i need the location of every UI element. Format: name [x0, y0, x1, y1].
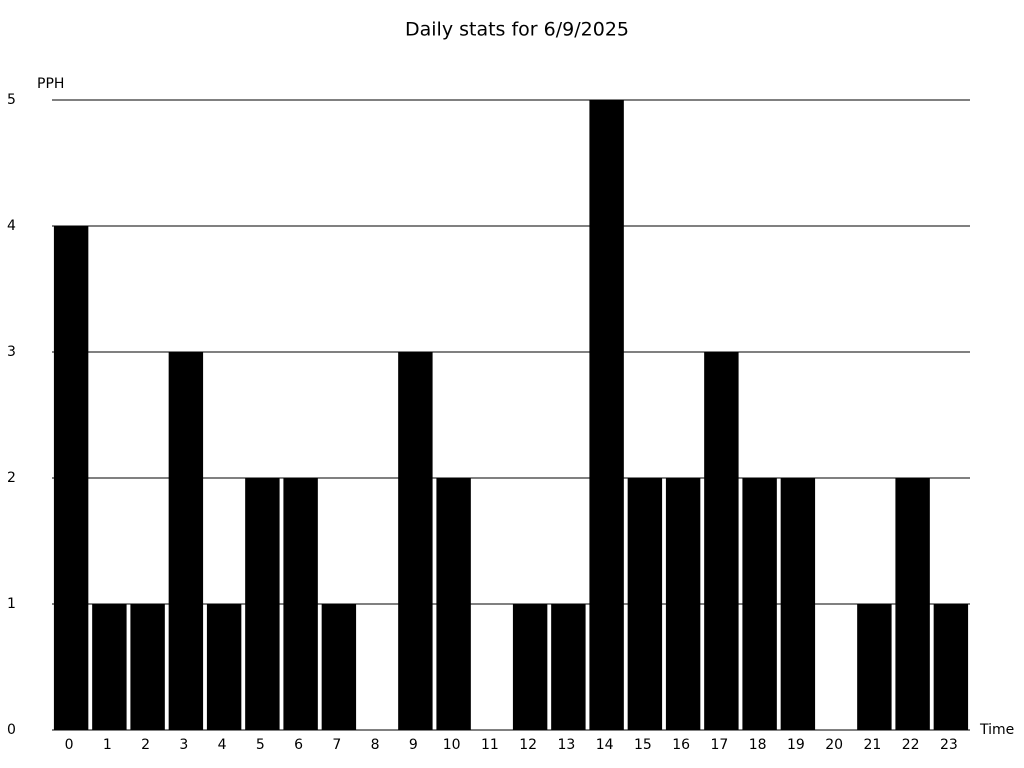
- x-tick-label: 21: [863, 737, 881, 753]
- bar: [895, 478, 930, 730]
- bar: [321, 604, 357, 730]
- x-tick-label: 1: [103, 737, 112, 753]
- bar: [589, 100, 624, 730]
- y-tick-label: 2: [7, 470, 16, 486]
- x-tick-label: 16: [672, 737, 690, 753]
- bar: [512, 604, 548, 730]
- y-tick-label: 4: [7, 218, 16, 234]
- x-tick-label: 8: [371, 737, 380, 753]
- x-tick-label: 23: [940, 737, 958, 753]
- bar: [627, 478, 663, 730]
- x-tick-label: 7: [332, 737, 341, 753]
- bar: [398, 352, 433, 730]
- bar: [436, 478, 471, 730]
- x-tick-label: 0: [65, 737, 74, 753]
- bar: [245, 478, 280, 730]
- x-tick-label: 15: [634, 737, 652, 753]
- x-tick-label: 13: [557, 737, 575, 753]
- x-tick-label: 17: [710, 737, 728, 753]
- x-tick-label: 3: [179, 737, 188, 753]
- x-tick-label: 4: [218, 737, 227, 753]
- y-tick-label: 5: [7, 92, 16, 108]
- x-tick-label: 14: [596, 737, 614, 753]
- x-tick-label: 10: [443, 737, 461, 753]
- y-tick-label: 1: [7, 596, 16, 612]
- bar: [933, 604, 969, 730]
- bar: [665, 478, 701, 730]
- x-tick-label: 6: [294, 737, 303, 753]
- x-tick-label: 5: [256, 737, 265, 753]
- bar: [130, 604, 165, 730]
- bar: [206, 604, 242, 730]
- bar: [168, 352, 204, 730]
- x-tick-label: 19: [787, 737, 805, 753]
- x-tick-label: 11: [481, 737, 499, 753]
- x-tick-label: 12: [519, 737, 537, 753]
- bar: [742, 478, 777, 730]
- x-tick-label: 2: [141, 737, 150, 753]
- bar: [53, 226, 89, 730]
- bar: [704, 352, 739, 730]
- x-tick-label: 22: [902, 737, 920, 753]
- x-axis-label: Time: [979, 722, 1014, 738]
- bar: [551, 604, 586, 730]
- bar: [283, 478, 318, 730]
- y-tick-label: 0: [7, 722, 16, 738]
- x-tick-label: 9: [409, 737, 418, 753]
- x-tick-label: 18: [749, 737, 767, 753]
- y-tick-label: 3: [7, 344, 16, 360]
- chart-title: Daily stats for 6/9/2025: [405, 19, 629, 41]
- x-tick-label: 20: [825, 737, 843, 753]
- bar: [780, 478, 816, 730]
- bar: [92, 604, 127, 730]
- bar: [857, 604, 892, 730]
- y-axis-label: PPH: [37, 76, 64, 92]
